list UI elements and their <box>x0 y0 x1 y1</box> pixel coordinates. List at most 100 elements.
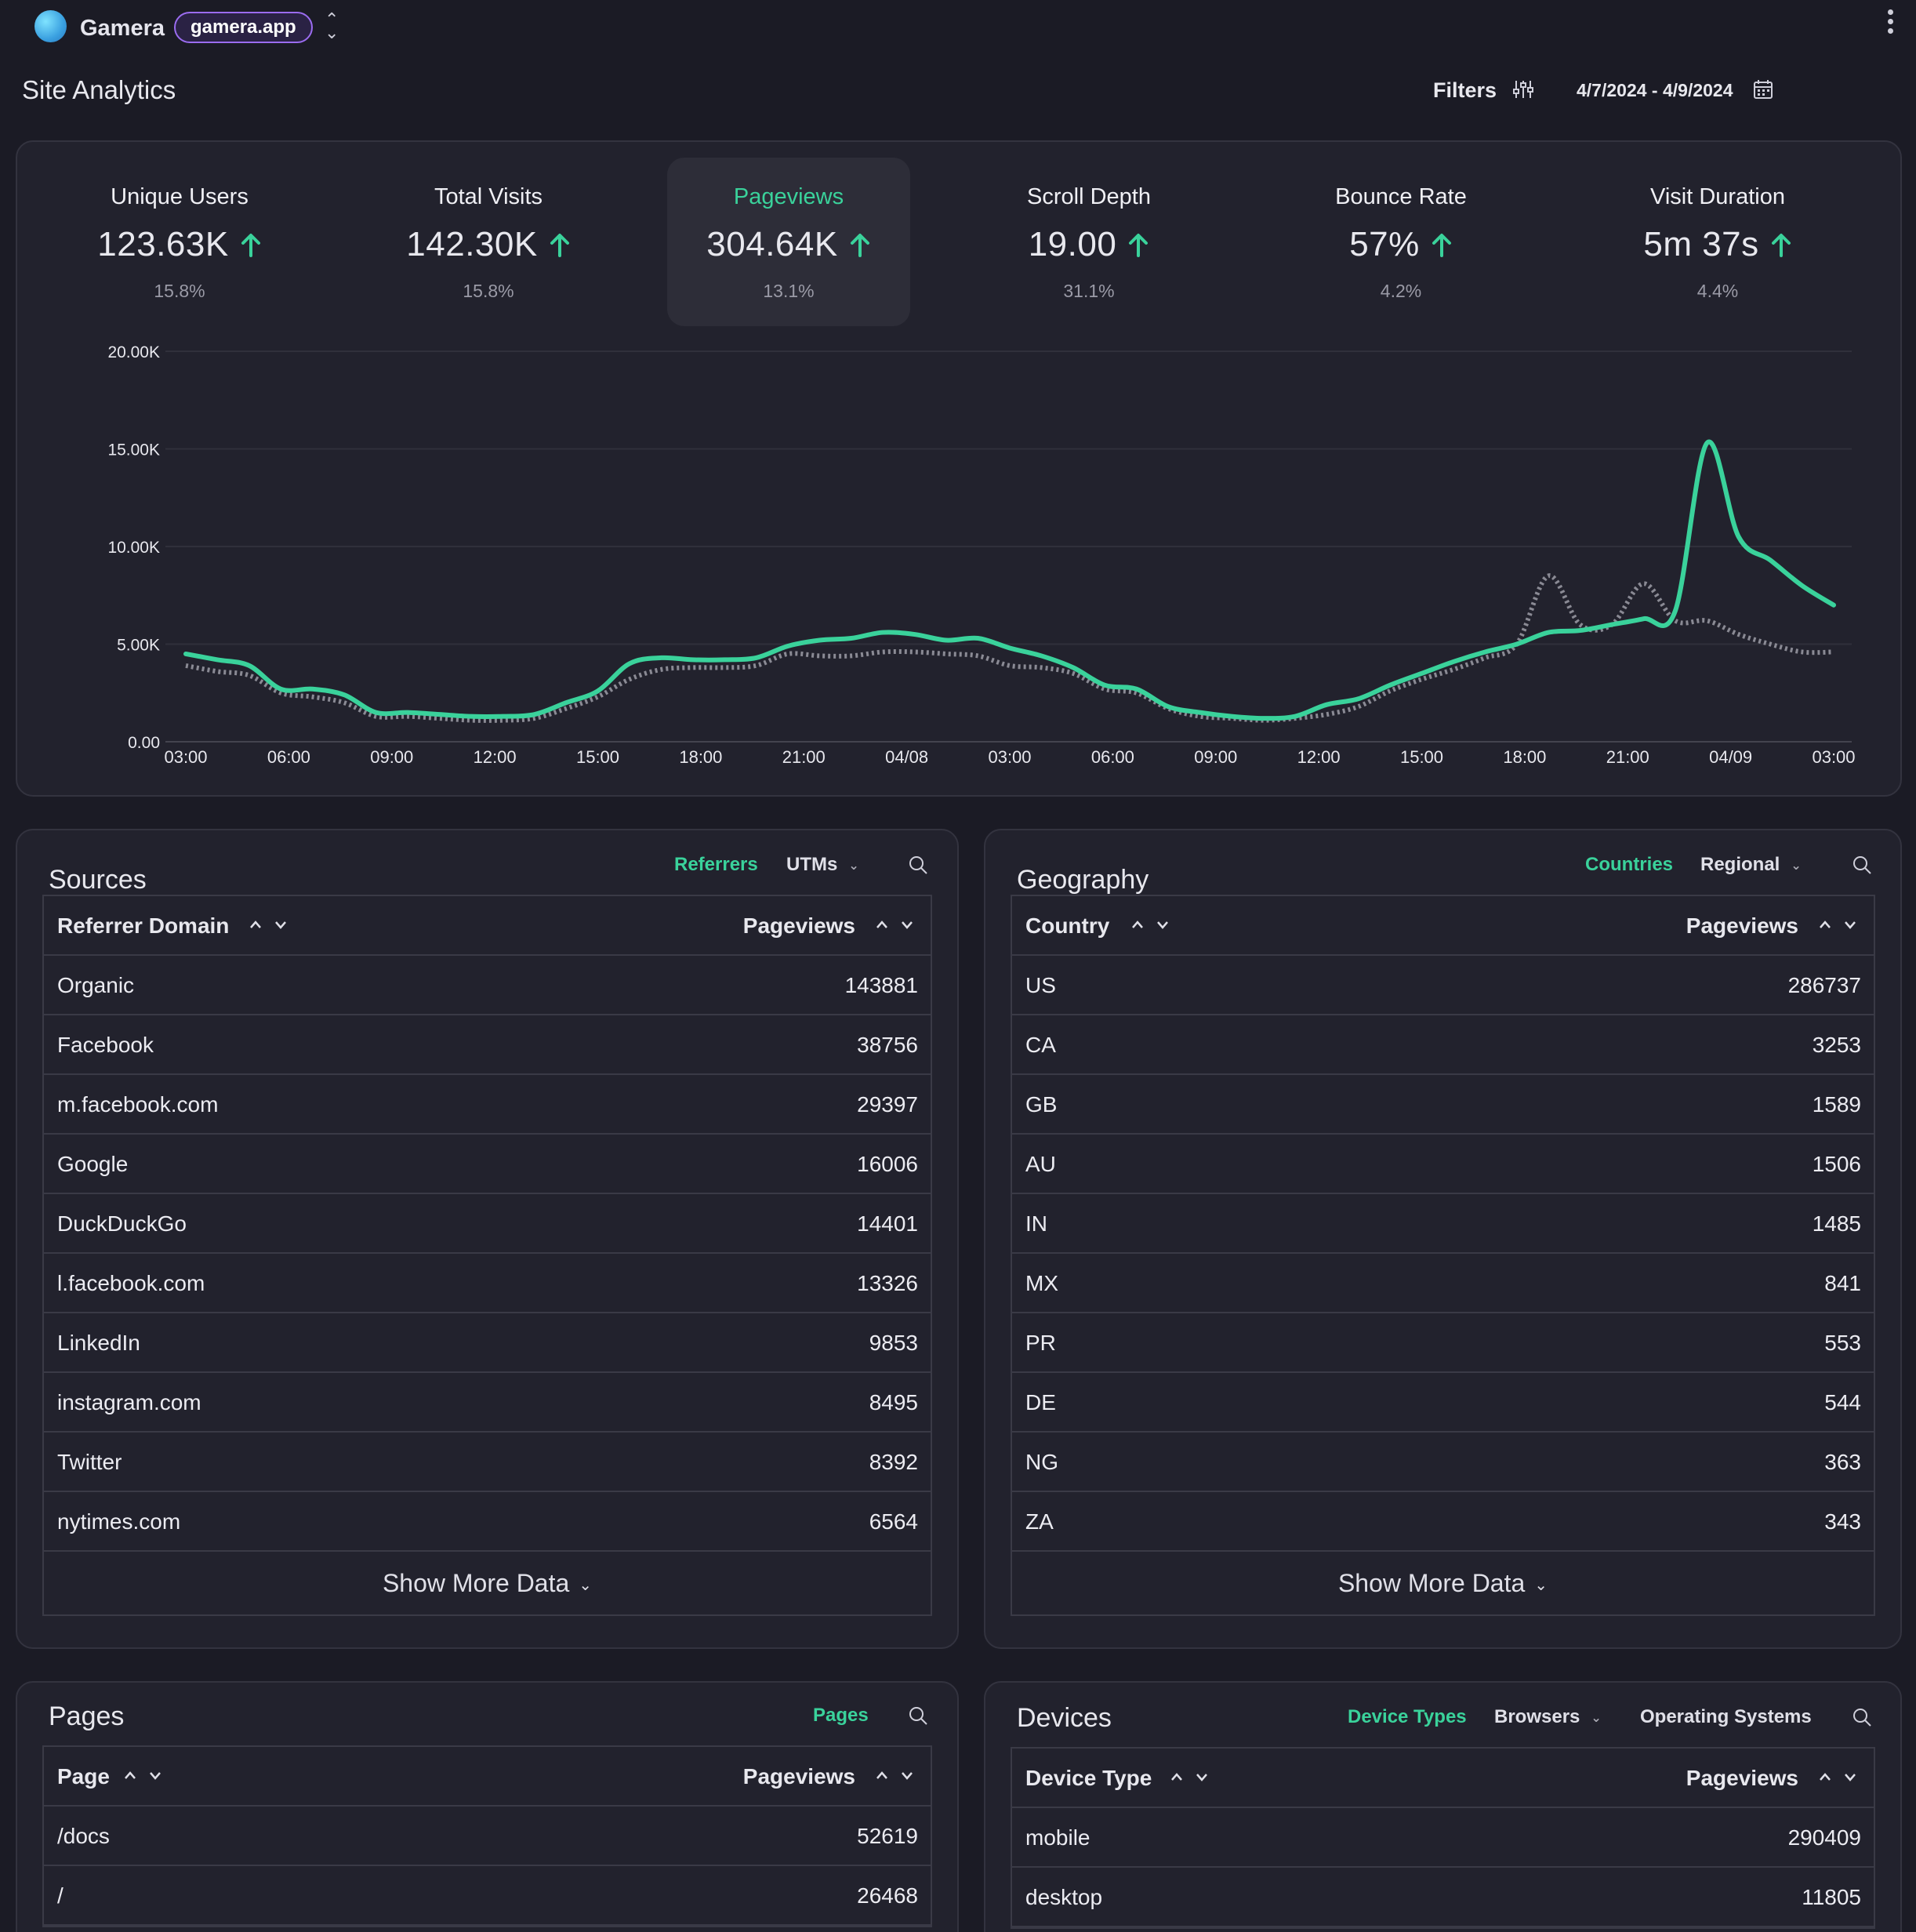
site-switcher-icon[interactable]: ⌃ ⌄ <box>325 9 339 42</box>
table-row[interactable]: DE 544 <box>1012 1373 1874 1433</box>
tab-utms[interactable]: UTMs ⌄ <box>786 854 859 876</box>
x-tick-label: 03:00 <box>1812 747 1855 767</box>
metric-visit-duration[interactable]: Visit Duration 5m 37s 4.4% <box>1596 158 1839 326</box>
pageviews-line-chart[interactable]: 0.00 5.00K 10.00K 15.00K 20.00K 03:00 06:00 09:… <box>17 142 1900 795</box>
table-row[interactable]: desktop 11805 <box>1012 1868 1874 1927</box>
row-value: 14401 <box>857 1211 918 1236</box>
table-row[interactable]: US 286737 <box>1012 956 1874 1015</box>
x-tick-label: 04/09 <box>1709 747 1752 767</box>
row-value: 8495 <box>869 1390 918 1414</box>
row-value: 143881 <box>844 973 918 997</box>
metric-total-visits[interactable]: Total Visits 142.30K 15.8% <box>367 158 610 326</box>
domain-badge[interactable]: gamera.app <box>174 12 313 43</box>
search-icon[interactable] <box>908 855 928 875</box>
panel-title: Sources <box>49 865 147 895</box>
arrow-up-icon <box>1129 234 1149 257</box>
table-row[interactable]: NG 363 <box>1012 1433 1874 1492</box>
row-label: Facebook <box>57 1033 154 1057</box>
chevron-down-icon: ⌄ <box>1534 1576 1548 1594</box>
more-options-icon[interactable] <box>1885 9 1896 38</box>
sort-icon[interactable] <box>1817 915 1860 934</box>
sort-icon[interactable] <box>1130 915 1172 934</box>
table-row[interactable]: ZA 343 <box>1012 1492 1874 1552</box>
table-row[interactable]: Twitter 8392 <box>44 1433 931 1492</box>
sort-icon[interactable] <box>122 1766 165 1785</box>
x-tick-label: 04/08 <box>885 747 928 767</box>
sliders-icon[interactable] <box>1512 78 1534 100</box>
table-row[interactable]: mobile 290409 <box>1012 1808 1874 1868</box>
y-tick-label: 5.00K <box>117 637 160 655</box>
table-row[interactable]: Google 16006 <box>44 1135 931 1194</box>
table-row[interactable]: LinkedIn 9853 <box>44 1313 931 1373</box>
table-row[interactable]: AU 1506 <box>1012 1135 1874 1194</box>
chevron-down-icon: ⌄ <box>1791 859 1802 873</box>
column-header-referrer-domain[interactable]: Referrer Domain <box>57 913 230 938</box>
sort-icon[interactable] <box>1817 1767 1860 1786</box>
tab-countries[interactable]: Countries <box>1585 854 1674 875</box>
chevron-down-icon: ⌄ <box>848 859 859 873</box>
metric-value: 142.30K <box>406 225 538 263</box>
table-row[interactable]: Facebook 38756 <box>44 1015 931 1075</box>
sort-icon[interactable] <box>874 915 916 934</box>
table-row[interactable]: DuckDuckGo 14401 <box>44 1194 931 1254</box>
table-body: Organic 143881 Facebook 38756 m.facebook.com… <box>44 956 931 1552</box>
table-row[interactable]: nytimes.com 6564 <box>44 1492 931 1552</box>
tab-pages[interactable]: Pages <box>813 1705 869 1726</box>
row-label: m.facebook.com <box>57 1092 219 1117</box>
row-value: 553 <box>1824 1331 1861 1355</box>
table-row[interactable]: Organic 143881 <box>44 956 931 1015</box>
table-row[interactable]: CA 3253 <box>1012 1015 1874 1075</box>
date-range-picker[interactable]: 4/7/2024 - 4/9/2024 <box>1577 80 1733 100</box>
row-label: mobile <box>1025 1825 1090 1850</box>
column-header-pageviews[interactable]: Pageviews <box>1686 913 1798 938</box>
tab-operating-systems[interactable]: Operating Systems <box>1640 1706 1812 1727</box>
search-icon[interactable] <box>908 1705 928 1726</box>
metric-bounce-rate[interactable]: Bounce Rate 57% 4.2% <box>1279 158 1522 326</box>
search-icon[interactable] <box>1852 855 1872 875</box>
devices-panel: Devices Device Types Browsers ⌄ Operating… <box>984 1681 1902 1932</box>
filters-button[interactable]: Filters <box>1433 78 1497 102</box>
column-header-pageviews[interactable]: Pageviews <box>1686 1766 1798 1790</box>
table-row[interactable]: GB 1589 <box>1012 1075 1874 1135</box>
table-row[interactable]: instagram.com 8495 <box>44 1373 931 1433</box>
metric-label: Unique Users <box>111 184 249 209</box>
column-header-pageviews[interactable]: Pageviews <box>742 1764 855 1789</box>
search-icon[interactable] <box>1852 1707 1872 1727</box>
row-label: / <box>57 1883 64 1908</box>
show-more-button[interactable]: Show More Data ⌄ <box>44 1552 931 1614</box>
table-row[interactable]: IN 1485 <box>1012 1194 1874 1254</box>
show-more-button[interactable]: Show More Data ⌄ <box>1012 1552 1874 1614</box>
table-row[interactable]: /docs 52619 <box>44 1807 931 1866</box>
tab-device-types[interactable]: Device Types <box>1348 1706 1467 1727</box>
row-value: 544 <box>1824 1390 1861 1414</box>
metric-value: 19.00 <box>1028 225 1117 263</box>
panel-title: Geography <box>1017 865 1149 895</box>
table-row[interactable]: / 26468 <box>44 1866 931 1926</box>
calendar-icon[interactable] <box>1753 79 1773 100</box>
column-header-pageviews[interactable]: Pageviews <box>742 913 855 938</box>
metric-pageviews[interactable]: Pageviews 304.64K 13.1% <box>667 158 910 326</box>
y-tick-label: 10.00K <box>107 539 160 557</box>
row-label: l.facebook.com <box>57 1271 205 1295</box>
row-label: US <box>1025 973 1056 997</box>
table-row[interactable]: PR 553 <box>1012 1313 1874 1373</box>
sort-icon[interactable] <box>1169 1767 1211 1786</box>
metric-unique-users[interactable]: Unique Users 123.63K 15.8% <box>58 158 301 326</box>
tab-referrers[interactable]: Referrers <box>674 854 758 875</box>
column-header-page[interactable]: Page <box>57 1764 110 1789</box>
x-tick-label: 06:00 <box>267 747 310 767</box>
table-row[interactable]: l.facebook.com 13326 <box>44 1254 931 1313</box>
tab-browsers[interactable]: Browsers ⌄ <box>1494 1706 1602 1728</box>
column-header-country[interactable]: Country <box>1025 913 1110 938</box>
metric-scroll-depth[interactable]: Scroll Depth 19.00 31.1% <box>967 158 1210 326</box>
column-header-device-type[interactable]: Device Type <box>1025 1766 1152 1790</box>
table-header: Device Type Pageviews <box>1012 1749 1874 1808</box>
table-row[interactable]: MX 841 <box>1012 1254 1874 1313</box>
comparison-series-line <box>185 573 1834 723</box>
row-value: 6564 <box>869 1509 918 1534</box>
tab-regional[interactable]: Regional ⌄ <box>1700 854 1802 876</box>
sort-icon[interactable] <box>874 1766 916 1785</box>
sort-icon[interactable] <box>248 915 290 934</box>
row-value: 290409 <box>1787 1825 1861 1850</box>
table-row[interactable]: m.facebook.com 29397 <box>44 1075 931 1135</box>
